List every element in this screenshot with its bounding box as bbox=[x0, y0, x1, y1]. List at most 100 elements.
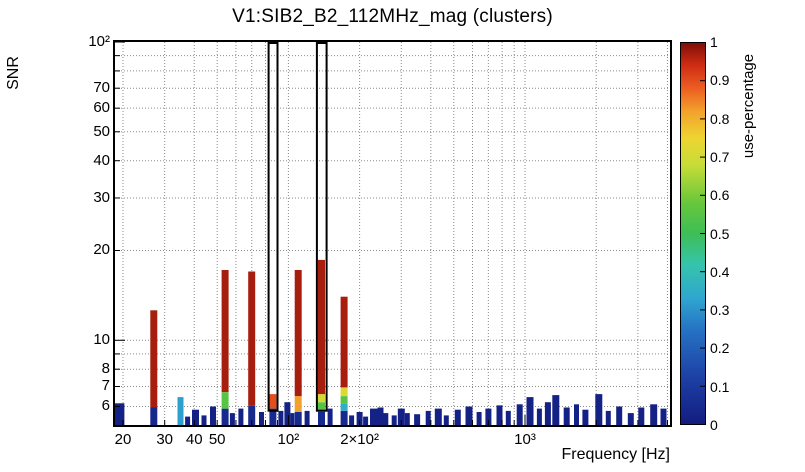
cluster-bar-segment bbox=[340, 387, 348, 397]
plot-title: V1:SIB2_B2_112MHz_mag (clusters) bbox=[232, 6, 553, 27]
y-tick-label: 20 bbox=[93, 241, 110, 259]
cluster-bar-segment bbox=[238, 408, 244, 425]
colorbar-ticks bbox=[700, 42, 705, 425]
x-tick-label: 10² bbox=[277, 431, 300, 448]
cluster-bar-segment bbox=[278, 410, 284, 425]
colorbar-tick-label: 0.6 bbox=[710, 187, 730, 204]
cluster-bar-segment bbox=[340, 396, 348, 404]
gridlines bbox=[115, 42, 670, 425]
cluster-bar-segment bbox=[210, 406, 216, 425]
cluster-outline-box bbox=[315, 42, 328, 412]
cluster-bar-segment bbox=[414, 414, 421, 425]
cluster-bar-segment bbox=[425, 410, 431, 425]
y-tick-label: 10 bbox=[93, 331, 110, 349]
cluster-bar-segment bbox=[485, 408, 492, 425]
y-tick-label: 60 bbox=[93, 99, 110, 117]
cluster-bar-segment bbox=[370, 408, 378, 425]
cluster-bar-segment bbox=[544, 402, 551, 425]
cluster-bar-segment bbox=[248, 405, 256, 425]
cluster-bar-segment bbox=[304, 410, 310, 425]
cluster-bar-segment bbox=[294, 270, 302, 397]
cluster-bar-segment bbox=[284, 402, 291, 425]
cluster-bar-segment bbox=[327, 408, 333, 425]
cluster-bar-segment bbox=[443, 415, 449, 425]
y-tick-label: 8 bbox=[101, 360, 110, 378]
cluster-bar-segment bbox=[574, 404, 579, 425]
cluster-bar-segment bbox=[340, 296, 348, 388]
y-tick-label: 6 bbox=[101, 397, 110, 415]
cluster-bar-segment bbox=[465, 406, 473, 425]
colorbar-tick-label: 1 bbox=[710, 34, 718, 50]
y-tick-label: 50 bbox=[93, 122, 110, 140]
cluster-bar-segment bbox=[563, 407, 570, 425]
x-tick-label: 20 bbox=[114, 431, 132, 448]
cluster-bar-segment bbox=[536, 408, 542, 425]
clusters bbox=[115, 259, 667, 425]
cluster-bar-segment bbox=[595, 394, 603, 425]
cluster-bar-segment bbox=[192, 409, 199, 425]
colorbar-tick-label: 0.8 bbox=[710, 110, 730, 127]
cluster-bar-segment bbox=[318, 394, 325, 403]
cluster-bar-segment bbox=[476, 412, 482, 425]
cluster-bar-segment bbox=[115, 403, 125, 425]
y-tick-label: 40 bbox=[93, 151, 110, 169]
y-tick-label: 30 bbox=[93, 188, 110, 206]
y-tick-label: 70 bbox=[93, 79, 110, 97]
cluster-bar-segment bbox=[627, 413, 634, 425]
cluster-bar-segment bbox=[290, 413, 295, 425]
cluster-bar-segment bbox=[221, 270, 229, 393]
cluster-bar-segment bbox=[269, 408, 277, 425]
colorbar-tick-label: 0.7 bbox=[710, 148, 730, 165]
cluster-bar-segment bbox=[248, 271, 256, 406]
cluster-bar-segment bbox=[340, 410, 348, 425]
x-tick-label: 10³ bbox=[514, 431, 536, 448]
cluster-bar-segment bbox=[269, 394, 277, 409]
plot-svg bbox=[115, 42, 670, 425]
cluster-bar-segment bbox=[526, 397, 534, 425]
plot-area bbox=[113, 40, 672, 427]
cluster-bar-segment bbox=[150, 407, 158, 425]
cluster-outline-box bbox=[267, 42, 279, 412]
cluster-bar-segment bbox=[434, 408, 442, 425]
cluster-bar-segment bbox=[318, 412, 325, 425]
cluster-bar-segment bbox=[150, 310, 158, 408]
y-axis-title: SNR bbox=[5, 56, 22, 90]
cluster-bar-segment bbox=[582, 409, 589, 425]
x-tick-label: 50 bbox=[208, 431, 226, 448]
cluster-bar-segment bbox=[605, 410, 611, 425]
cluster-bar-segment bbox=[377, 407, 384, 425]
cluster-bar-segment bbox=[294, 396, 302, 412]
colorbar-tick-label: 0.9 bbox=[710, 72, 730, 89]
y-tick-label: 10² bbox=[88, 33, 110, 50]
cluster-bar-segment bbox=[363, 416, 369, 425]
cluster-bar-segment bbox=[383, 413, 389, 425]
cluster-bar-segment bbox=[294, 412, 302, 425]
cluster-bar-segment bbox=[404, 413, 410, 425]
cluster-bar-segment bbox=[660, 408, 667, 425]
colorbar-title: use-percentage bbox=[740, 53, 757, 159]
colorbar-tick-label: 0.3 bbox=[710, 302, 730, 319]
cluster-bar-segment bbox=[616, 406, 623, 425]
colorbar-tick-label: 0 bbox=[710, 417, 718, 433]
x-tick-label: 30 bbox=[156, 431, 174, 448]
x-tick-label: 2×10² bbox=[340, 431, 379, 448]
cluster-bar-segment bbox=[318, 402, 325, 412]
cluster-bar-segment bbox=[340, 403, 348, 411]
outline-boxes bbox=[267, 42, 328, 412]
cluster-bar-segment bbox=[259, 412, 264, 425]
colorbar bbox=[680, 42, 706, 425]
cluster-bar-segment bbox=[229, 413, 235, 425]
cluster-bar-segment bbox=[552, 395, 560, 425]
cluster-bar-segment bbox=[318, 259, 325, 395]
cluster-bar-segment bbox=[516, 404, 523, 425]
cluster-bar-segment bbox=[454, 409, 461, 425]
colorbar-tick-label: 0.2 bbox=[710, 340, 730, 357]
axis-ticks bbox=[115, 42, 668, 425]
cluster-bar-segment bbox=[391, 415, 397, 425]
cluster-bar-segment bbox=[349, 415, 355, 425]
cluster-bar-segment bbox=[185, 416, 191, 425]
x-axis-title: Frequency [Hz] bbox=[561, 446, 670, 463]
cluster-bar-segment bbox=[505, 410, 511, 425]
cluster-bar-segment bbox=[177, 397, 184, 425]
cluster-bar-segment bbox=[638, 407, 645, 425]
